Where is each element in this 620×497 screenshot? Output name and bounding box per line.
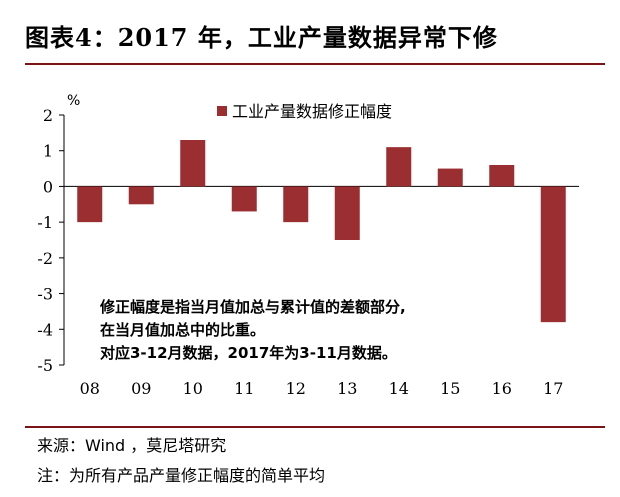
chart-labels: 210-1-2-3-4-5%08 09 10 11 12 13 14 15 16 17 <box>37 93 563 398</box>
x-tick-label: 12 <box>286 379 306 398</box>
x-tick-label: 11 <box>234 379 254 398</box>
bar-14 <box>386 147 412 187</box>
y-axis-label: % <box>67 93 80 109</box>
bar-16 <box>489 165 515 187</box>
chart-legend: 工业产量数据修正幅度 <box>217 102 392 121</box>
bar-13 <box>334 186 360 240</box>
bar-08 <box>77 186 103 223</box>
annotation-line-1: 修正幅度是指当月值加总与累计值的差额部分, <box>100 298 406 316</box>
legend-label: 工业产量数据修正幅度 <box>232 102 392 121</box>
y-tick-label: 0 <box>43 177 53 196</box>
bar-11 <box>231 186 257 212</box>
x-tick-label: 15 <box>440 379 460 398</box>
bar-10 <box>180 140 206 187</box>
bar-12 <box>283 186 309 223</box>
footer-rule <box>25 426 605 428</box>
annotation-line-2: 在当月值加总中的比重。 <box>100 321 266 339</box>
y-tick-label: -2 <box>37 249 53 268</box>
x-tick-label: 17 <box>543 379 563 398</box>
bar-15 <box>437 168 463 187</box>
bar-17 <box>540 186 566 323</box>
y-tick-label: -1 <box>37 213 53 232</box>
annotation-line-3: 对应3-12月数据，2017年为3-11月数据。 <box>100 344 397 362</box>
y-tick-label: 2 <box>43 106 53 125</box>
bar-09 <box>128 186 154 205</box>
y-tick-label: -5 <box>37 356 53 375</box>
title-rule <box>25 63 605 65</box>
legend-swatch <box>217 106 227 116</box>
y-tick-label: 1 <box>43 142 53 161</box>
y-tick-label: -3 <box>37 285 53 304</box>
x-tick-label: 13 <box>337 379 357 398</box>
x-tick-label: 16 <box>492 379 512 398</box>
x-tick-label: 10 <box>183 379 203 398</box>
x-tick-label: 09 <box>131 379 151 398</box>
x-tick-label: 08 <box>80 379 100 398</box>
chart-bars <box>77 140 566 323</box>
figure-title: 图表4：2017 年，工业产量数据异常下修 <box>25 23 498 52</box>
x-tick-label: 14 <box>389 379 409 398</box>
source-text: 来源：Wind ，莫尼塔研究 <box>37 436 227 455</box>
note-text: 注：为所有产品产量修正幅度的简单平均 <box>37 466 326 485</box>
y-tick-label: -4 <box>37 320 53 339</box>
